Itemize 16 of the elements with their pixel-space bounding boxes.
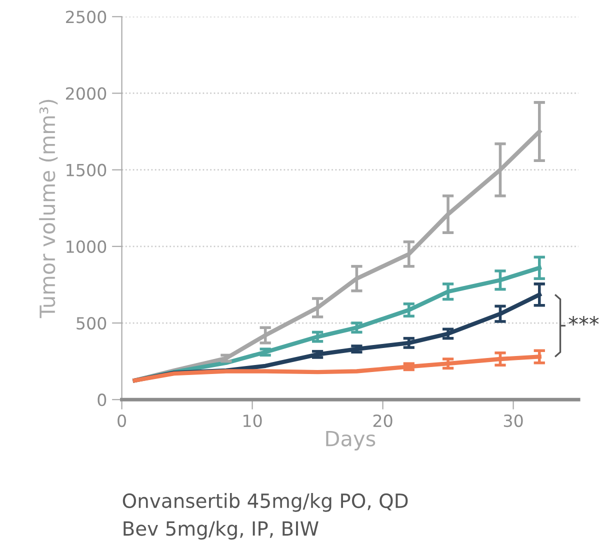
y-tick-label: 500 <box>76 316 106 330</box>
text: Onvansertib 45mg/kg PO, QD <box>122 493 408 512</box>
x-tick-label: 20 <box>373 414 392 428</box>
annotation: *** <box>568 316 599 326</box>
x-tick-label: 30 <box>504 414 523 428</box>
x-axis-title: Days <box>326 430 376 450</box>
y-axis-title: Tumor volume (mm³) <box>39 100 58 318</box>
y-tick-label: 2000 <box>66 87 106 100</box>
y-tick-label: 0 <box>98 394 106 406</box>
x-tick-label: 10 <box>244 414 262 428</box>
y-tick-label: 1000 <box>66 240 106 253</box>
line-series <box>132 354 542 383</box>
y-tick-label: 1500 <box>66 164 106 176</box>
y-tick-label: 2500 <box>66 10 106 24</box>
x-tick-label: 0 <box>118 414 126 428</box>
text: Bev 5mg/kg, IP, BIW <box>124 520 318 540</box>
